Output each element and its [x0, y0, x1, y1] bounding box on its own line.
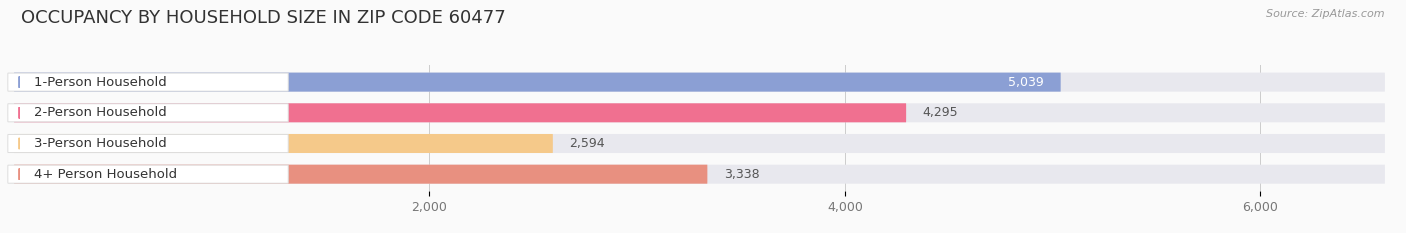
FancyBboxPatch shape	[14, 73, 1060, 92]
Text: 3,338: 3,338	[724, 168, 759, 181]
FancyBboxPatch shape	[14, 103, 1385, 122]
FancyBboxPatch shape	[14, 134, 553, 153]
Text: 3-Person Household: 3-Person Household	[34, 137, 166, 150]
FancyBboxPatch shape	[8, 73, 288, 91]
Text: 1-Person Household: 1-Person Household	[34, 76, 166, 89]
FancyBboxPatch shape	[14, 165, 707, 184]
Text: 5,039: 5,039	[1008, 76, 1045, 89]
Text: 4+ Person Household: 4+ Person Household	[34, 168, 177, 181]
FancyBboxPatch shape	[14, 103, 905, 122]
Text: Source: ZipAtlas.com: Source: ZipAtlas.com	[1267, 9, 1385, 19]
FancyBboxPatch shape	[14, 73, 1385, 92]
FancyBboxPatch shape	[8, 134, 288, 153]
Text: 2-Person Household: 2-Person Household	[34, 106, 166, 119]
Text: OCCUPANCY BY HOUSEHOLD SIZE IN ZIP CODE 60477: OCCUPANCY BY HOUSEHOLD SIZE IN ZIP CODE …	[21, 9, 506, 27]
FancyBboxPatch shape	[14, 165, 1385, 184]
FancyBboxPatch shape	[8, 165, 288, 183]
FancyBboxPatch shape	[8, 104, 288, 122]
Text: 4,295: 4,295	[922, 106, 959, 119]
FancyBboxPatch shape	[14, 134, 1385, 153]
Text: 2,594: 2,594	[569, 137, 605, 150]
